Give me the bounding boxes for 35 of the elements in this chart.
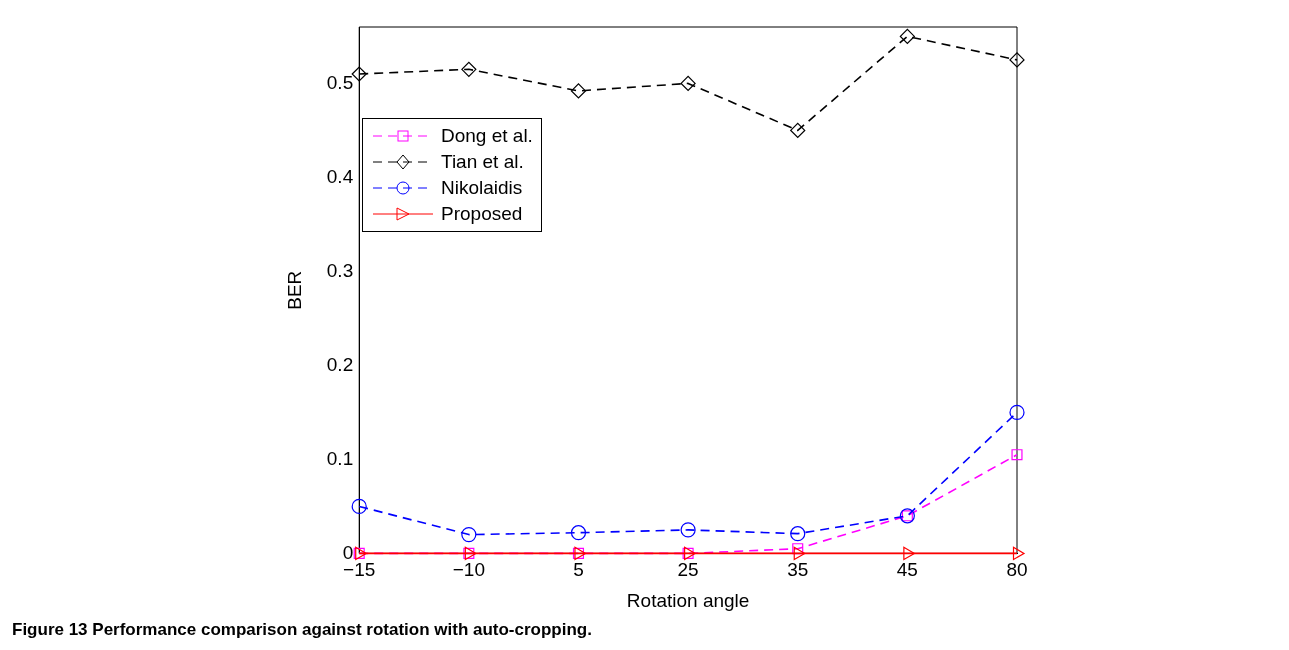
y-axis-title: BER — [283, 270, 305, 310]
point — [793, 546, 806, 561]
y-tick-label: 0.1 — [326, 447, 354, 469]
caption: Figure 13 Performance comparison against rotation with auto-cropping. — [12, 620, 592, 640]
point — [1012, 546, 1025, 561]
point — [790, 526, 806, 542]
y-tick-label: 0.4 — [326, 165, 354, 187]
legend-label: Tian et al. — [441, 151, 524, 173]
y-tick-label: 0.3 — [326, 259, 354, 281]
point — [351, 66, 367, 82]
legend-label: Nikolaidis — [441, 177, 523, 199]
point — [903, 546, 915, 561]
x-axis-title: Rotation angle — [626, 589, 750, 611]
x-tick-label: 25 — [677, 559, 699, 581]
point — [570, 525, 587, 541]
x-tick-label: 80 — [1006, 559, 1028, 581]
legend-label: Dong et al. — [441, 125, 533, 147]
x-tick-label: 45 — [896, 559, 918, 581]
point — [570, 83, 587, 99]
point — [461, 61, 477, 77]
point — [1011, 449, 1023, 461]
point — [351, 498, 367, 514]
point — [899, 28, 915, 44]
point — [680, 75, 696, 91]
point — [461, 527, 477, 543]
point — [790, 122, 806, 138]
x-tick-label: −10 — [452, 559, 485, 581]
point — [1009, 404, 1025, 420]
y-tick-label: 0.2 — [326, 353, 354, 375]
y-tick-label: 0.5 — [326, 71, 354, 93]
point — [1009, 52, 1025, 68]
x-tick-label: 5 — [573, 559, 584, 581]
x-tick-label: 35 — [787, 559, 809, 581]
legend-label: Proposed — [441, 203, 523, 225]
point — [680, 522, 696, 538]
